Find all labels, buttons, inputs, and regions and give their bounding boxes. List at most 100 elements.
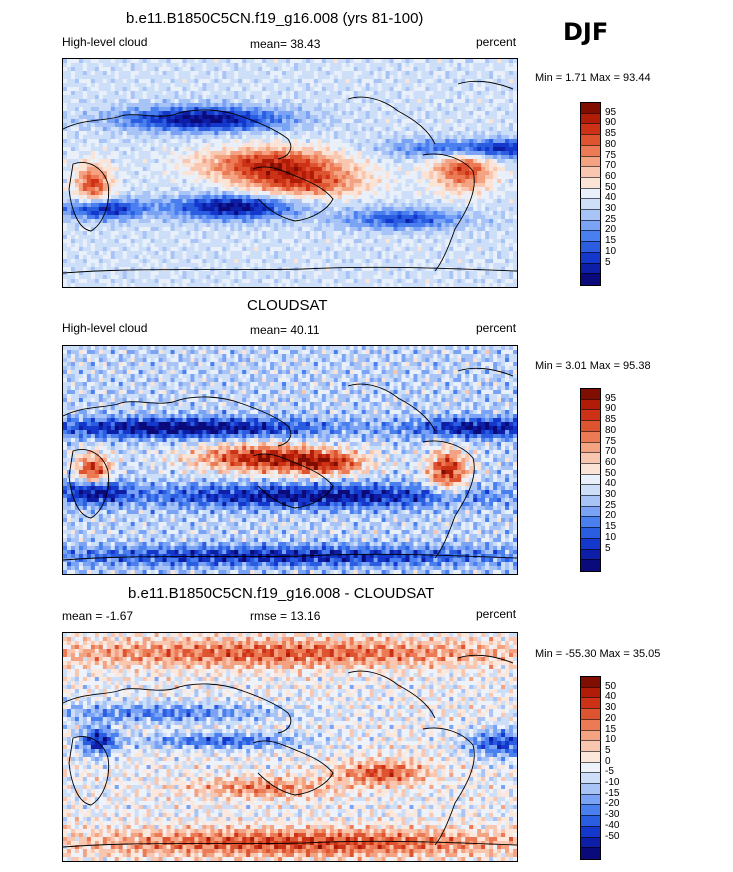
colorbar-swatch [580, 708, 601, 720]
colorbar-swatch [580, 772, 601, 785]
panel3-minmax: Min = -55.30 Max = 35.05 [535, 648, 661, 660]
colorbar-label: 90 [605, 117, 617, 129]
panel3-field-svg [63, 633, 517, 861]
colorbar-label: 85 [605, 414, 617, 426]
colorbar-swatch [580, 686, 601, 699]
panel2-left-label: High-level cloud [62, 321, 148, 335]
panel1-colorbar: 95 90 85 80 75 70 60 50 40 30 25 20 15 10 5 [580, 102, 640, 286]
colorbar-label: 30 [605, 489, 617, 501]
colorbar-label: 10 [605, 531, 617, 543]
panel3-map [62, 632, 518, 862]
colorbar-swatch [580, 262, 601, 275]
colorbar-swatch [580, 516, 601, 529]
colorbar-label: 95 [605, 106, 617, 118]
panel3-rmse: rmse = 13.16 [250, 609, 321, 623]
colorbar-swatch [580, 441, 601, 454]
colorbar-swatch [580, 793, 601, 806]
colorbar-swatch [580, 102, 601, 114]
colorbar-label: -15 [605, 787, 620, 799]
colorbar-label: -40 [605, 819, 620, 831]
colorbar-swatch [580, 847, 601, 860]
colorbar-label: 5 [605, 542, 611, 554]
colorbar-label: 50 [605, 680, 617, 692]
colorbar-swatch [580, 718, 601, 731]
season-label: DJF [563, 18, 609, 46]
colorbar-swatch [580, 251, 601, 264]
colorbar-label: 15 [605, 235, 617, 247]
panel1-map [62, 58, 518, 288]
colorbar-swatch [580, 462, 601, 475]
colorbar-swatch [580, 452, 601, 464]
colorbar-swatch [580, 676, 601, 688]
colorbar-swatch [580, 836, 601, 849]
colorbar-swatch [580, 804, 601, 817]
panel2-map [62, 345, 518, 575]
colorbar-swatch [580, 825, 601, 838]
panel1-left-label: High-level cloud [62, 35, 148, 49]
colorbar-label: 10 [605, 734, 617, 746]
colorbar-label: 25 [605, 213, 617, 225]
colorbar-label: 30 [605, 203, 617, 215]
panel1-units: percent [476, 35, 517, 49]
colorbar-label: 95 [605, 392, 617, 404]
colorbar-swatch [580, 176, 601, 189]
colorbar-swatch [580, 697, 601, 710]
colorbar-label: -5 [605, 766, 614, 778]
colorbar-label: 40 [605, 478, 617, 490]
colorbar-label: -10 [605, 777, 620, 789]
colorbar-swatch [580, 155, 601, 168]
panel3-mean: mean = -1.67 [62, 609, 134, 623]
colorbar-label: 0 [605, 755, 611, 767]
colorbar-label: 5 [605, 256, 611, 268]
colorbar-label: 15 [605, 723, 617, 735]
colorbar-label: 90 [605, 403, 617, 415]
colorbar-swatch [580, 495, 601, 507]
panel1-field-svg [63, 59, 517, 287]
colorbar-label: 60 [605, 170, 617, 182]
colorbar-label: -20 [605, 798, 620, 810]
colorbar-label: 40 [605, 691, 617, 703]
colorbar-swatch [580, 537, 601, 550]
panel1-title: b.e11.B1850C5CN.f19_g16.008 (yrs 81-100) [126, 10, 424, 27]
colorbar-label: 60 [605, 456, 617, 468]
colorbar-label: 20 [605, 510, 617, 522]
colorbar-swatch [580, 527, 601, 539]
colorbar-swatch [580, 166, 601, 178]
colorbar-swatch [580, 783, 601, 795]
colorbar-label: -30 [605, 809, 620, 821]
colorbar-label: 40 [605, 192, 617, 204]
colorbar-swatch [580, 198, 601, 211]
colorbar-label: 20 [605, 224, 617, 236]
panel1-mean: mean= 38.43 [250, 37, 321, 51]
colorbar-label: 10 [605, 245, 617, 257]
colorbar-swatch [580, 134, 601, 146]
panel2-units: percent [476, 321, 517, 335]
panel2-mean: mean= 40.11 [250, 323, 320, 337]
colorbar-swatch [580, 729, 601, 742]
colorbar-label: 50 [605, 181, 617, 193]
colorbar-swatch [580, 230, 601, 243]
colorbar-swatch [580, 815, 601, 827]
colorbar-swatch [580, 409, 601, 422]
colorbar-swatch [580, 484, 601, 497]
colorbar-label: 75 [605, 149, 617, 161]
colorbar-label: 75 [605, 435, 617, 447]
colorbar-swatch [580, 241, 601, 253]
colorbar-label: 25 [605, 499, 617, 511]
colorbar-label: 50 [605, 467, 617, 479]
panel2-title: CLOUDSAT [247, 297, 328, 314]
colorbar-label: 70 [605, 160, 617, 172]
colorbar-swatch [580, 187, 601, 200]
colorbar-label: 80 [605, 138, 617, 150]
panel3-title: b.e11.B1850C5CN.f19_g16.008 - CLOUDSAT [128, 585, 435, 602]
colorbar-swatch [580, 548, 601, 561]
colorbar-swatch [580, 473, 601, 486]
panel3-colorbar: 50 40 30 20 15 10 5 0 -5 -10 -15 -20 -30 -40 -50 [580, 676, 640, 860]
colorbar-swatch [580, 123, 601, 136]
colorbar-swatch [580, 420, 601, 432]
colorbar-swatch [580, 209, 601, 221]
panel3-units: percent [476, 607, 517, 621]
panel2-minmax: Min = 3.01 Max = 95.38 [535, 360, 651, 372]
colorbar-swatch [580, 559, 601, 572]
colorbar-swatch [580, 750, 601, 763]
